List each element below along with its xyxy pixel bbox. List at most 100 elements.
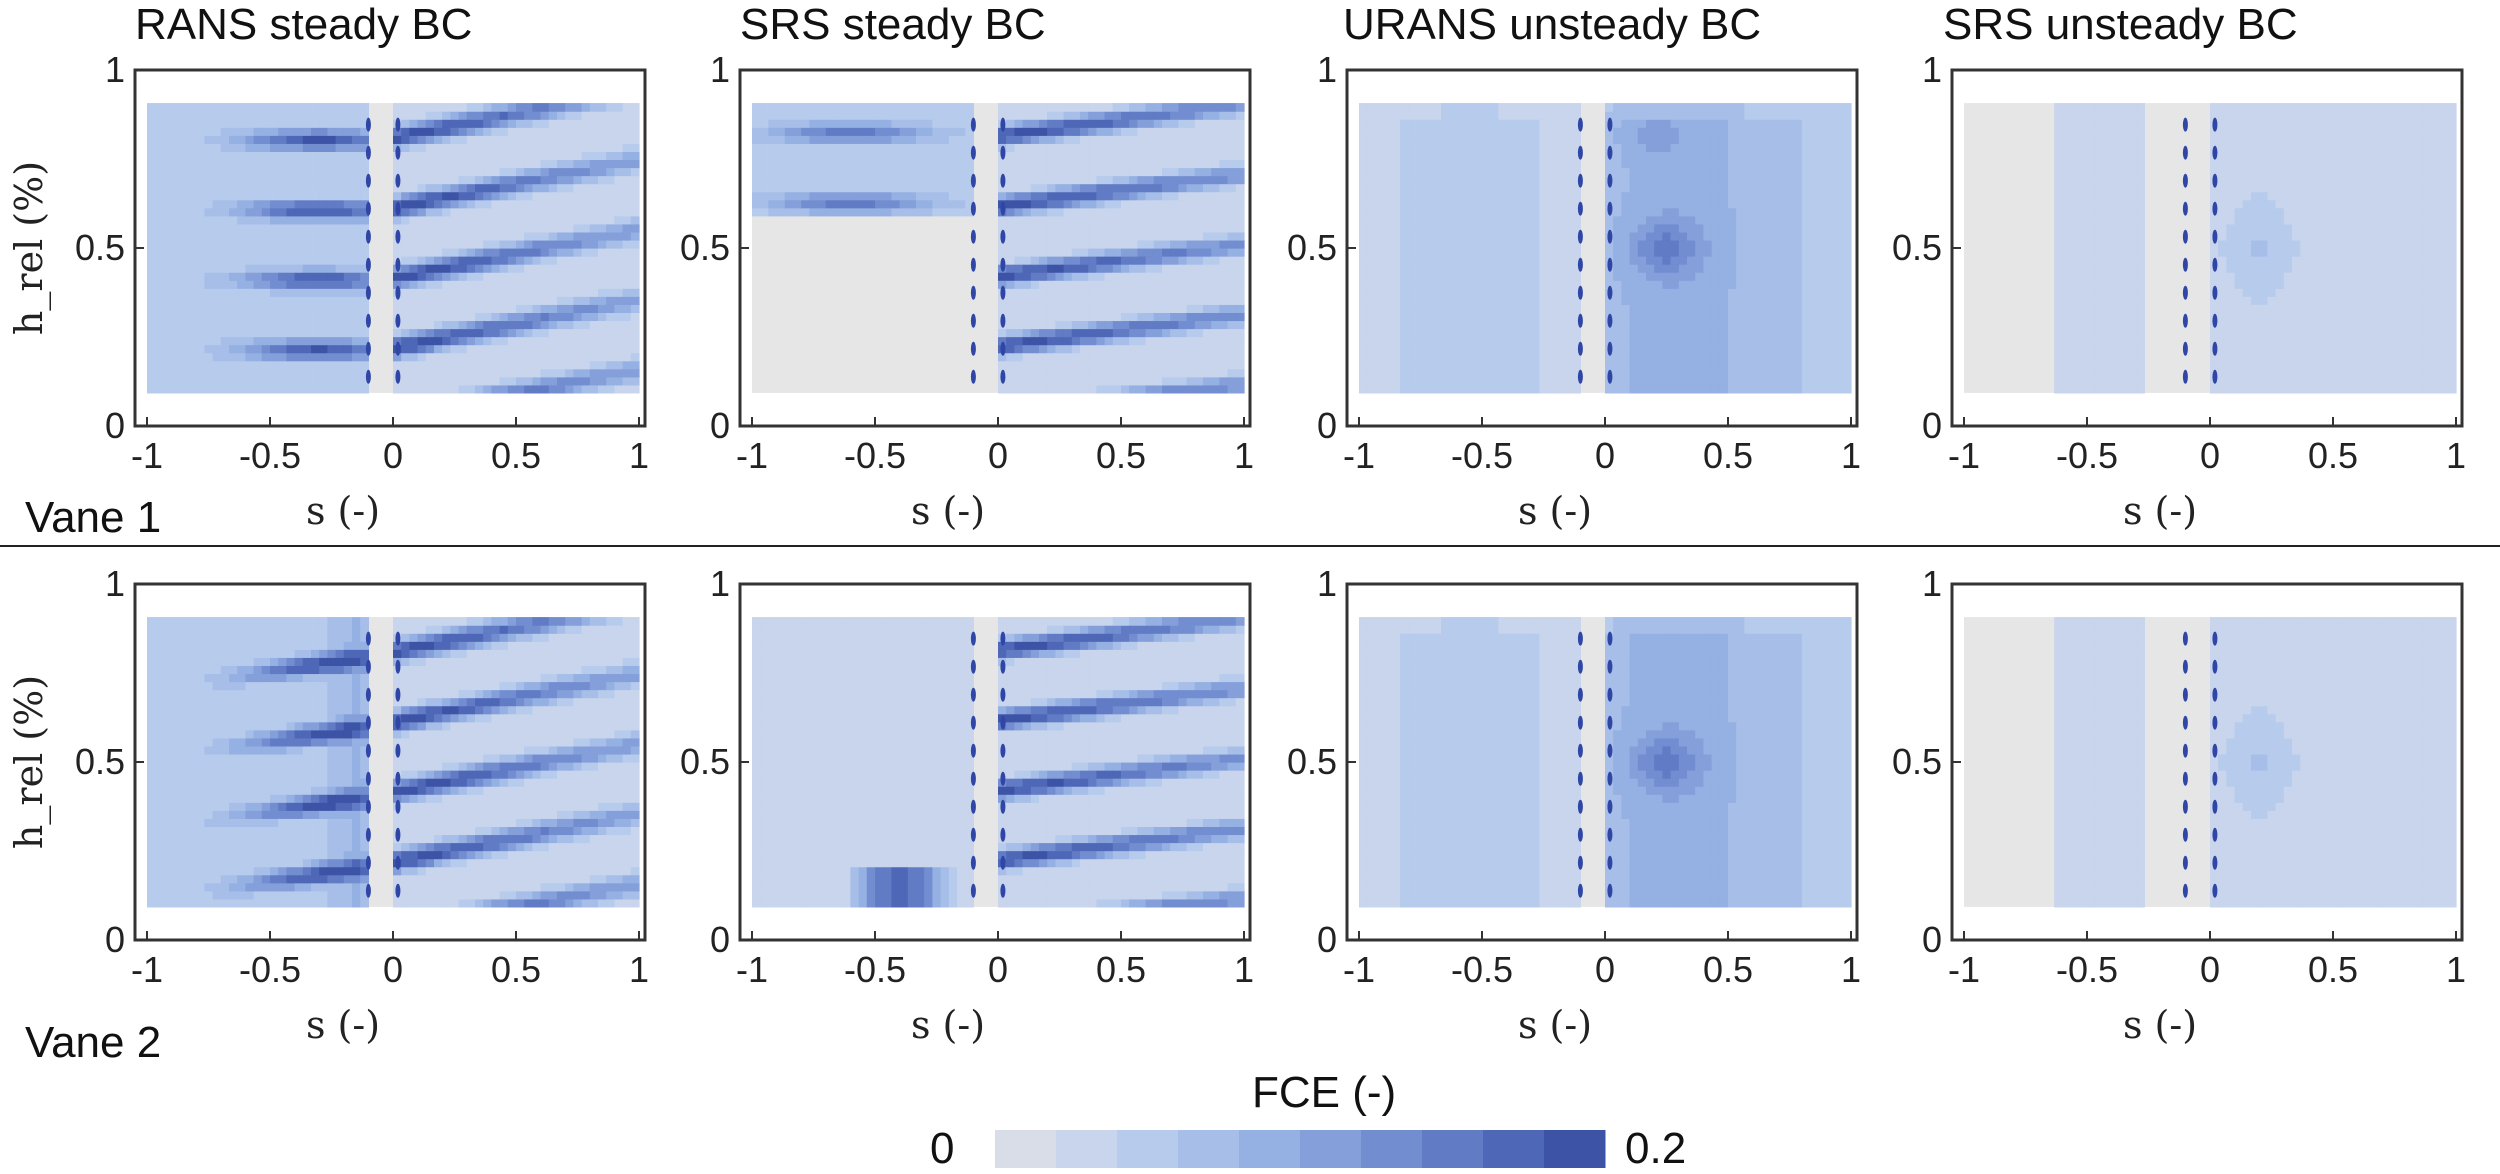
- contour-cell: [1392, 127, 1401, 136]
- contour-cell: [1400, 184, 1409, 193]
- contour-cell: [311, 127, 320, 136]
- contour-cell: [221, 296, 230, 305]
- contour-cell: [1490, 135, 1499, 144]
- contour-cell: [221, 377, 230, 386]
- contour-cell: [1219, 143, 1228, 152]
- contour-cell: [1425, 192, 1434, 201]
- contour-cell: [949, 103, 958, 112]
- contour-cell: [631, 361, 640, 370]
- contour-cell: [418, 168, 427, 177]
- contour-cell: [286, 103, 295, 112]
- contour-cell: [1031, 329, 1040, 338]
- contour-cell: [1162, 111, 1171, 120]
- contour-cell: [1146, 296, 1155, 305]
- contour-cell: [1367, 296, 1376, 305]
- contour-cell: [1195, 353, 1204, 362]
- contour-cell: [221, 143, 230, 152]
- contour-cell: [286, 127, 295, 136]
- contour-cell: [1367, 143, 1376, 152]
- contour-cell: [1671, 369, 1680, 378]
- contour-cell: [1654, 361, 1663, 370]
- contour-cell: [180, 304, 189, 313]
- contour-cell: [1613, 159, 1622, 168]
- contour-cell: [1121, 208, 1130, 217]
- contour-cell: [1170, 224, 1179, 233]
- contour-cell: [295, 168, 304, 177]
- contour-cell: [924, 176, 933, 185]
- contour-cell: [1384, 248, 1393, 257]
- contour-cell: [1187, 288, 1196, 297]
- contour-cell: [1006, 176, 1015, 185]
- contour-cell: [1515, 288, 1524, 297]
- contour-cell: [867, 103, 876, 112]
- contour-cell: [1137, 353, 1146, 362]
- contour-cell: [401, 192, 410, 201]
- contour-cell: [213, 280, 222, 289]
- contour-cell: [1572, 159, 1581, 168]
- contour-cell: [254, 240, 263, 249]
- contour-cell: [393, 272, 402, 281]
- contour-cell: [1646, 361, 1655, 370]
- contour-cell: [1375, 304, 1384, 313]
- contour-cell: [1556, 304, 1565, 313]
- contour-cell: [1490, 361, 1499, 370]
- contour-cell: [180, 127, 189, 136]
- contour-cell: [1671, 264, 1680, 273]
- contour-cell: [883, 192, 892, 201]
- contour-cell: [467, 119, 476, 128]
- contour-cell: [1507, 176, 1516, 185]
- contour-cell: [941, 176, 950, 185]
- contour-cell: [467, 304, 476, 313]
- hole-marker: [366, 314, 371, 328]
- contour-cell: [491, 337, 500, 346]
- contour-cell: [1113, 385, 1122, 394]
- contour-cell: [1400, 296, 1409, 305]
- contour-cell: [213, 135, 222, 144]
- contour-cell: [557, 320, 566, 329]
- contour-cell: [1687, 111, 1696, 120]
- contour-cell: [590, 264, 599, 273]
- contour-cell: [1047, 288, 1056, 297]
- contour-cell: [1178, 240, 1187, 249]
- contour-cell: [867, 151, 876, 160]
- contour-cell: [1055, 240, 1064, 249]
- contour-cell: [1507, 248, 1516, 257]
- contour-cell: [245, 329, 254, 338]
- contour-cell: [1638, 377, 1647, 386]
- contour-cell: [957, 184, 966, 193]
- contour-cell: [237, 159, 246, 168]
- contour-cell: [1162, 176, 1171, 185]
- contour-cell: [541, 127, 550, 136]
- contour-cell: [1228, 345, 1237, 354]
- contour-cell: [549, 304, 558, 313]
- contour-cell: [1023, 135, 1032, 144]
- contour-cell: [188, 176, 197, 185]
- contour-cell: [475, 168, 484, 177]
- contour-cell: [891, 103, 900, 112]
- contour-cell: [1178, 288, 1187, 297]
- contour-cell: [1457, 256, 1466, 265]
- contour-cell: [590, 216, 599, 225]
- contour-cell: [327, 111, 336, 120]
- contour-cell: [1236, 232, 1245, 241]
- contour-cell: [155, 377, 164, 386]
- contour-cell: [196, 377, 205, 386]
- contour-cell: [606, 312, 615, 321]
- contour-cell: [1548, 216, 1557, 225]
- contour-cell: [1507, 111, 1516, 120]
- contour-cell: [785, 143, 794, 152]
- contour-cell: [1211, 256, 1220, 265]
- contour-cell: [229, 304, 238, 313]
- contour-cell: [1654, 312, 1663, 321]
- contour-cell: [360, 329, 369, 338]
- contour-cell: [409, 103, 418, 112]
- contour-cell: [1507, 272, 1516, 281]
- contour-cell: [1425, 135, 1434, 144]
- contour-cell: [483, 151, 492, 160]
- contour-cell: [1105, 272, 1114, 281]
- contour-cell: [204, 192, 213, 201]
- contour-cell: [188, 200, 197, 209]
- contour-cell: [221, 111, 230, 120]
- contour-cell: [598, 119, 607, 128]
- contour-cell: [147, 192, 156, 201]
